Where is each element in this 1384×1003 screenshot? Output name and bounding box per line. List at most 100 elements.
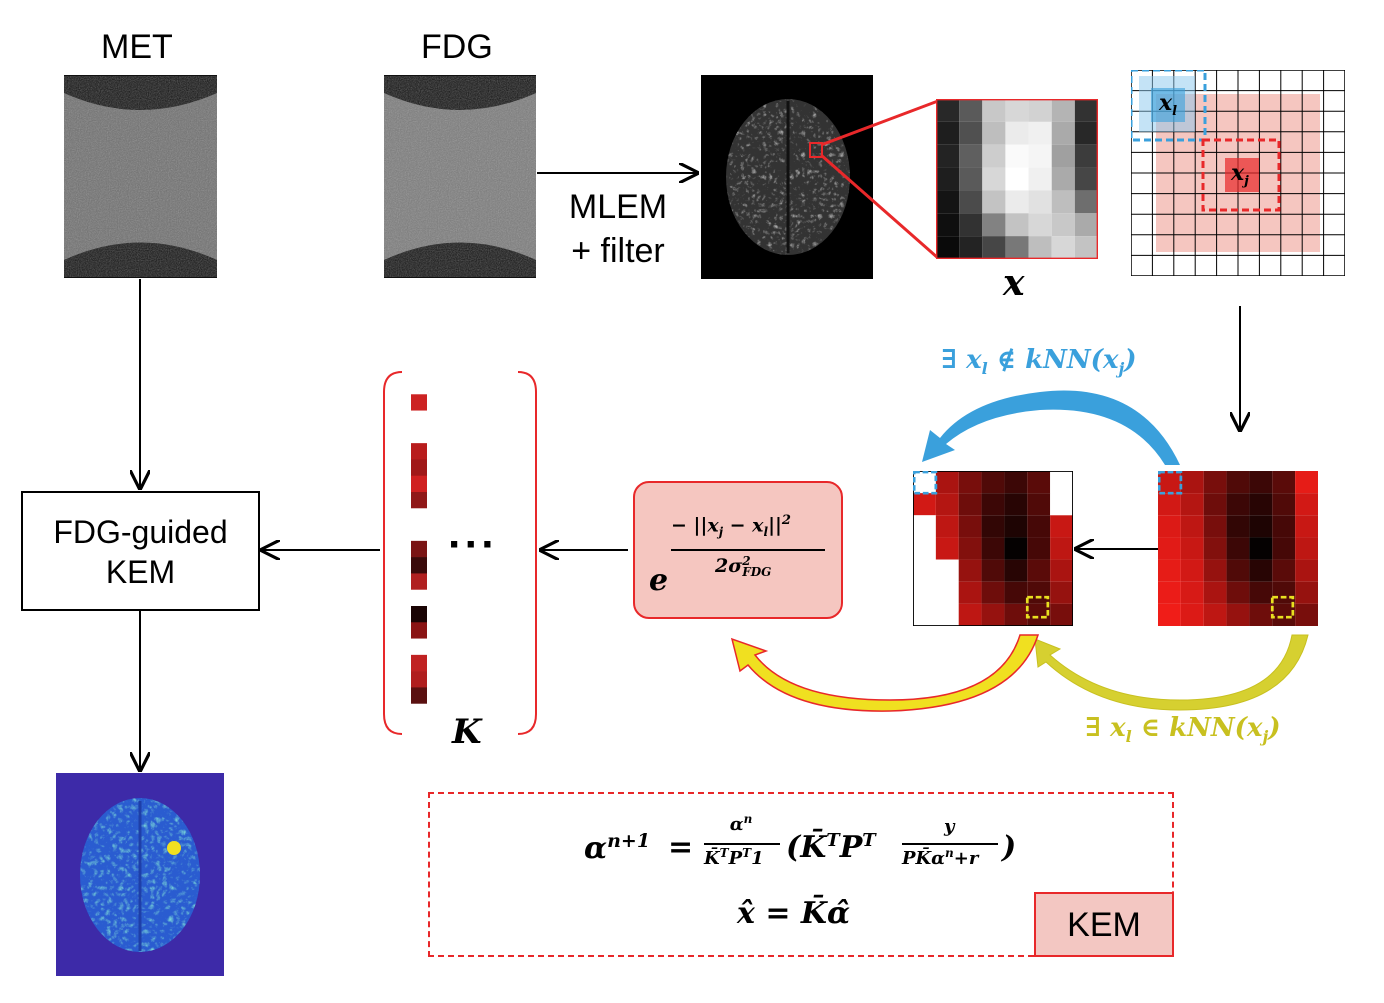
patch-pixel xyxy=(936,99,960,122)
patch-pixel xyxy=(959,167,983,191)
kernel-pixel xyxy=(1226,559,1250,582)
masked-kernel-pixel xyxy=(1027,493,1051,516)
k-vector-entry xyxy=(411,378,427,395)
eq-frac-num-sup: n xyxy=(743,812,753,826)
kernel-pixel xyxy=(1249,471,1273,494)
kernel-pixel xyxy=(1180,603,1204,626)
kernel-formula-box: e − ||xj − xl||2 2σ 2 FDG xyxy=(633,481,843,619)
patch-pixel xyxy=(1005,213,1029,237)
masked-kernel-pixel xyxy=(981,471,1005,494)
patch-pixel xyxy=(1051,121,1075,145)
masked-kernel-pixel xyxy=(958,515,982,538)
k-vector-entry xyxy=(411,573,427,591)
patch-pixel xyxy=(982,213,1006,237)
patch-pixel xyxy=(1028,236,1052,259)
masked-kernel-pixel xyxy=(913,559,936,582)
in-knn-sub-b: j xyxy=(1262,727,1269,747)
eq-equals: = xyxy=(668,830,694,865)
zoomed-patch-image xyxy=(936,99,1098,259)
not-knn-text-b: ∉ kNN(x xyxy=(987,345,1119,375)
eq-frac-den: K̄ xyxy=(704,848,720,869)
kernel-pixel xyxy=(1158,515,1181,538)
eq-frac-den-one: 1 xyxy=(751,848,764,869)
kernel-pixel xyxy=(1158,471,1181,494)
masked-kernel-pixel xyxy=(1050,603,1073,626)
fdg-sinogram-image xyxy=(384,75,536,278)
eq-frac-den-p: P xyxy=(728,848,743,869)
patch-pixel xyxy=(1051,213,1075,237)
patch-pixel xyxy=(1005,190,1029,214)
kem-update-equation: αn+1 = αn K̄TPT1 (K̄TPT y PK̄αn+r ) xyxy=(584,812,1024,882)
masked-kernel-pixel xyxy=(1004,493,1028,516)
patch-pixel xyxy=(1028,190,1052,214)
kernel-den-sub: FDG xyxy=(742,565,772,579)
eq-alpha: α xyxy=(584,831,608,866)
masked-kernel-pixel xyxy=(1027,603,1051,626)
k-vector-entry xyxy=(411,492,427,509)
patch-pixel xyxy=(1028,144,1052,168)
patch-pixel xyxy=(1005,167,1029,191)
k-vector-entry xyxy=(411,475,427,493)
masked-kernel-pixel xyxy=(935,537,959,560)
kernel-den-a: 2σ xyxy=(715,555,743,577)
eq-kbar: K̄ xyxy=(800,830,827,865)
k-vector-entry xyxy=(411,540,427,558)
patch-pixel xyxy=(982,190,1006,214)
masked-kernel-pixel xyxy=(1050,581,1073,604)
kernel-num-sub-a: j xyxy=(718,525,724,540)
kernel-pixel xyxy=(1180,537,1204,560)
masked-kernel-pixel xyxy=(1004,603,1028,626)
k-vector-entry xyxy=(411,687,427,705)
patch-pixel xyxy=(982,167,1006,191)
patch-pixel xyxy=(959,99,983,122)
kernel-num-c: || xyxy=(768,514,782,537)
eq-frac-den-t1: T xyxy=(719,846,729,860)
k-vector-entry xyxy=(411,606,427,623)
k-matrix-brackets xyxy=(383,371,537,735)
patch-pixel xyxy=(982,121,1006,145)
patch-pixel xyxy=(936,167,960,191)
eq-p-t: T xyxy=(862,830,876,851)
kernel-pixel xyxy=(1272,471,1296,494)
kernel-num-b: − x xyxy=(723,514,764,537)
in-knn-sub-a: l xyxy=(1125,727,1132,747)
met-label: MET xyxy=(101,28,173,66)
masked-kernel-pixel xyxy=(1050,493,1073,516)
masked-kernel-pixel xyxy=(1027,581,1051,604)
masked-kernel-pixel xyxy=(981,537,1005,560)
mlem-label: MLEM + filter xyxy=(563,185,673,273)
eq-y: y xyxy=(944,816,955,837)
masked-kernel-pixel xyxy=(1050,471,1073,494)
kernel-pixel xyxy=(1226,515,1250,538)
not-knn-sub-b: j xyxy=(1118,359,1125,379)
patch-pixel xyxy=(1074,236,1098,259)
mlem-line1: MLEM xyxy=(568,188,668,226)
k-vector-entry xyxy=(411,557,427,574)
k-matrix-column xyxy=(411,378,427,720)
kernel-e: e xyxy=(649,563,669,598)
patch-pixel xyxy=(959,236,983,259)
eq-p: P xyxy=(839,830,863,865)
eq-paren-open: ( xyxy=(786,830,801,865)
eq-den2: PK̄α xyxy=(902,848,946,869)
patch-pixel xyxy=(1074,190,1098,214)
kem-equation-box xyxy=(428,792,1174,957)
masked-kernel-pixel xyxy=(1004,537,1028,560)
kernel-pixel xyxy=(1203,559,1227,582)
kernel-num-pow: 2 xyxy=(781,513,791,528)
masked-kernel-pixel xyxy=(1027,537,1051,560)
patch-pixel xyxy=(1051,144,1075,168)
zoom-lines xyxy=(820,99,939,260)
kernel-den-sup: 2 xyxy=(742,554,751,568)
mlem-line2: + filter xyxy=(571,232,665,270)
masked-kernel-pixel xyxy=(913,493,936,516)
kernel-pixel xyxy=(1180,515,1204,538)
k-vector-entry xyxy=(411,508,427,525)
kernel-num-a: − ||x xyxy=(671,514,719,537)
kernel-pixel xyxy=(1203,603,1227,626)
neighborhood-grid: xl xj xyxy=(1131,70,1345,276)
kernel-pixel xyxy=(1272,515,1296,538)
kernel-pixel xyxy=(1226,493,1250,516)
patch-pixel xyxy=(1005,99,1029,122)
kem-box-line1: FDG-guided xyxy=(53,514,228,550)
